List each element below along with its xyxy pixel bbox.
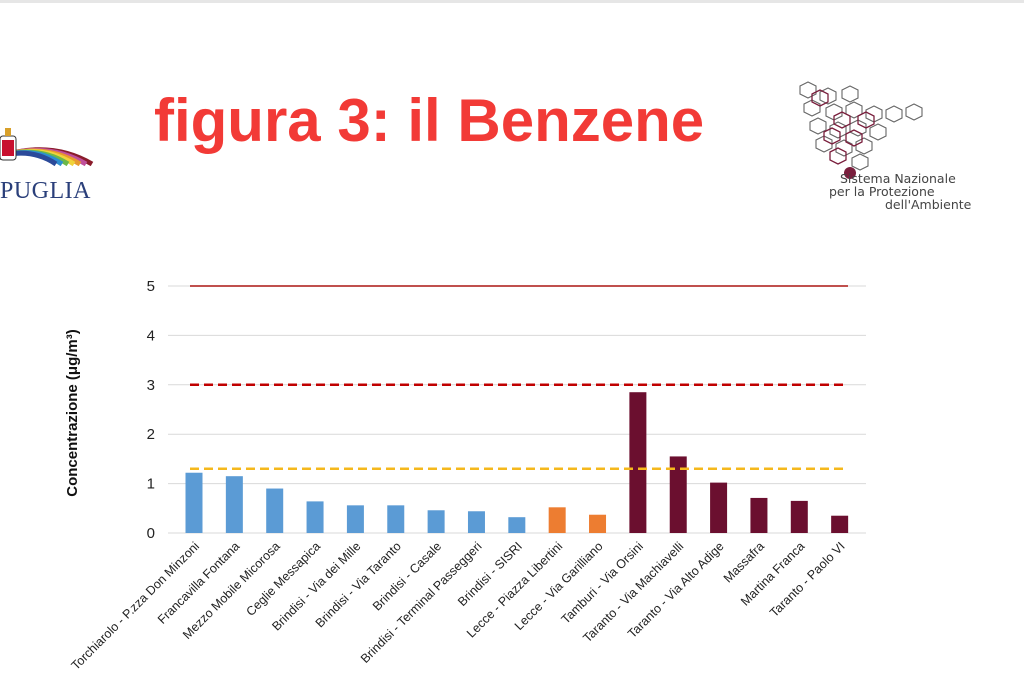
snpa-hexagon-logo	[790, 80, 930, 180]
y-tick-label: 1	[147, 476, 155, 493]
reference-lines	[190, 285, 848, 471]
bar	[427, 510, 445, 533]
hexagons-icon	[799, 81, 923, 179]
bar	[629, 392, 647, 533]
x-tick-label: Brindisi - Casale	[370, 539, 444, 613]
bar	[831, 515, 849, 533]
page-title: figura 3: il Benzene	[154, 87, 705, 154]
snpa-logo-text: Sistema Nazionale per la Protezione dell…	[829, 172, 1019, 211]
bar	[548, 507, 566, 533]
puglia-logo-text: PUGLIA	[0, 178, 91, 204]
bar	[306, 501, 324, 533]
bar	[185, 472, 203, 533]
bar	[346, 505, 364, 533]
bar	[750, 497, 768, 533]
bars	[185, 392, 849, 533]
bar	[790, 500, 808, 533]
bar	[266, 488, 284, 533]
y-axis-ticks: 0 1 2 3 4 5	[147, 278, 155, 542]
x-tick-label: Taranto - Paolo VI	[767, 539, 848, 620]
bar	[225, 476, 243, 533]
bar	[669, 456, 687, 533]
y-axis-label: Concentrazione (μg/m³)	[64, 329, 81, 497]
top-border	[0, 0, 1024, 3]
snpa-line-1: Sistema Nazionale	[840, 171, 956, 186]
regione-puglia-logo	[0, 78, 100, 208]
bar	[710, 482, 728, 533]
benzene-bar-chart: 0 1 2 3 4 5 Torchiarolo - P.zza Don Minzoni Fr…	[40, 250, 980, 677]
x-axis-ticks: Torchiarolo - P.zza Don MinzoniFrancavil…	[69, 539, 848, 673]
y-tick-label: 2	[147, 426, 155, 443]
bar	[508, 517, 526, 533]
bar	[387, 505, 405, 533]
y-tick-label: 5	[147, 278, 155, 295]
chart-svg: 0 1 2 3 4 5 Torchiarolo - P.zza Don MinzoniFr…	[64, 278, 866, 673]
snpa-line-3: dell'Ambiente	[885, 197, 972, 212]
y-tick-label: 3	[147, 377, 155, 394]
bar	[467, 511, 485, 533]
snpa-line-2: per la Protezione	[829, 184, 935, 199]
rainbow-icon	[0, 128, 94, 167]
y-tick-label: 0	[147, 525, 155, 542]
x-tick-label: Ceglie Messapica	[244, 539, 324, 619]
bar	[589, 514, 607, 533]
y-tick-label: 4	[147, 327, 155, 344]
